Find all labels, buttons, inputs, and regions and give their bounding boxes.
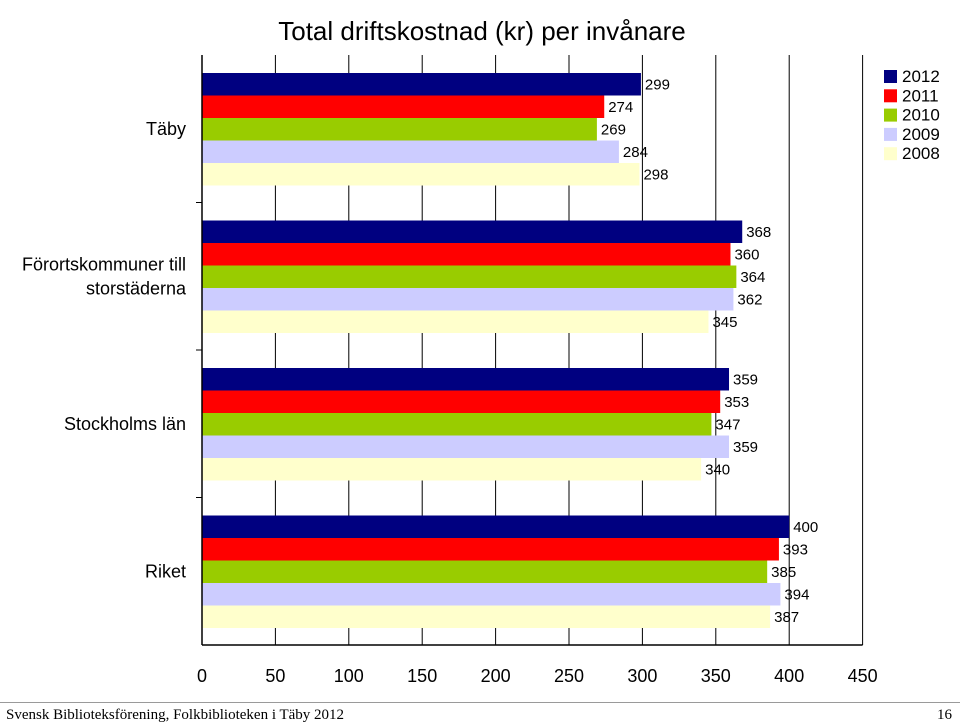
x-tick-label: 0 [197,666,207,686]
x-tick-label: 350 [701,666,731,686]
category-labels: Täby Förortskommuner till storstäderna Stoc… [22,119,187,582]
x-tick-label: 50 [265,666,285,686]
bar [202,118,597,141]
data-label: 284 [623,144,648,161]
data-label: 340 [705,462,730,479]
data-label: 360 [734,247,759,264]
x-tick-label: 300 [627,666,657,686]
bar [202,368,730,391]
bar [202,265,737,288]
x-tick-label: 450 [848,666,878,686]
category-label: Förortskommuner till [22,254,186,274]
legend-swatch [884,89,897,103]
data-label: 362 [737,292,762,309]
legend-label: 2008 [902,144,940,163]
legend-swatch [884,70,897,83]
legend-label: 2011 [902,86,939,105]
bar [202,73,641,96]
category-label: Stockholms län [64,414,186,434]
data-label: 359 [733,372,758,389]
bars [202,73,790,628]
data-label: 368 [746,224,771,241]
axes [196,55,863,646]
bar [202,220,743,243]
data-label: 393 [783,542,808,559]
bar [202,515,790,538]
data-label: 347 [715,417,740,434]
data-label: 400 [793,519,818,536]
data-label: 385 [771,564,796,581]
bar [202,435,730,458]
data-label: 274 [608,99,633,116]
legend-label: 2009 [902,125,940,144]
bar [202,583,781,606]
x-tick-labels: 0 50 100 150 200 250 300 350 400 450 [197,666,878,686]
legend-label: 2010 [902,106,940,125]
legend-swatch [884,147,897,161]
bar [202,538,779,561]
data-label: 298 [643,167,668,184]
bar [202,288,734,311]
category-label: Täby [146,119,186,139]
x-tick-label: 200 [481,666,511,686]
bar [202,163,640,186]
bar [202,140,619,163]
legend-swatch [884,127,897,141]
page-number: 16 [937,707,952,723]
data-label: 387 [774,609,799,626]
bar [202,605,771,628]
bar [202,390,721,413]
data-label: 269 [601,122,626,139]
x-tick-label: 150 [407,666,437,686]
x-tick-label: 250 [554,666,584,686]
bar [202,458,702,481]
category-label: Riket [145,561,186,581]
chart-title: Total driftskostnad (kr) per invånare [278,16,686,46]
data-label: 299 [645,77,670,94]
legend-swatch [884,108,897,122]
data-label: 359 [733,439,758,456]
data-label: 345 [712,314,737,331]
x-tick-label: 100 [334,666,364,686]
data-label: 364 [740,269,765,286]
bar [202,413,712,436]
footer: Svensk Biblioteksförening, Folkbibliotek… [0,702,960,726]
category-label: storstäderna [86,278,187,298]
data-label: 394 [784,587,809,604]
legend-label: 2012 [902,67,940,86]
bar [202,310,709,333]
bar-chart: Total driftskostnad (kr) per invånare 29… [22,16,940,686]
data-label: 353 [724,394,749,411]
footer-text: Svensk Biblioteksförening, Folkbibliotek… [6,707,345,723]
x-tick-label: 400 [774,666,804,686]
bar [202,560,768,583]
bar [202,95,605,118]
bar [202,243,731,266]
